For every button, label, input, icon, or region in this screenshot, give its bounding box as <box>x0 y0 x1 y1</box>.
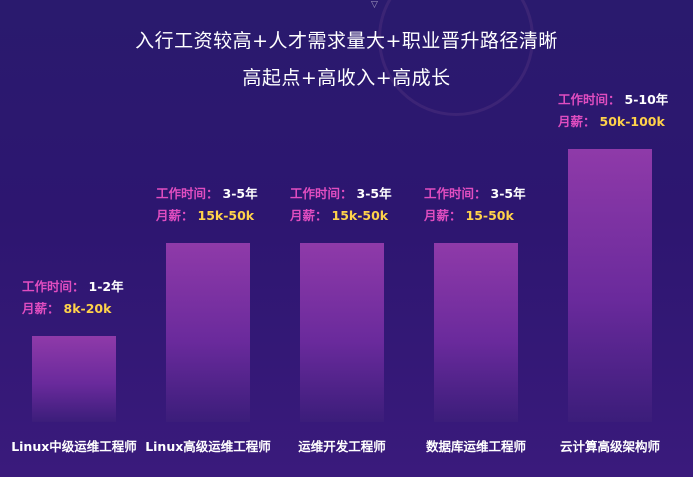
work-time-label: 工作时间： <box>290 185 353 201</box>
bar-annotation: 工作时间： 3-5年 月薪： 15k-50k <box>156 183 326 227</box>
work-time-label: 工作时间： <box>558 92 621 107</box>
work-time-label: 工作时间： <box>22 279 85 294</box>
chart-bar <box>434 242 518 422</box>
work-time-label: 工作时间： <box>424 185 487 201</box>
category-label: 数据库运维工程师 <box>425 439 526 454</box>
chart-bar <box>300 242 384 422</box>
work-time-label: 工作时间： <box>156 185 219 201</box>
work-time-value: 5-10年 <box>624 92 669 107</box>
salary-label: 月薪： <box>22 301 60 316</box>
category-label: Linux高级运维工程师 <box>145 439 271 454</box>
headline-primary: 入行工资较高+人才需求量大+职业晋升路径清晰 <box>135 30 558 52</box>
bar-annotation: 工作时间： 3-5年 月薪： 15k-50k <box>290 183 460 227</box>
work-time-value: 3-5年 <box>490 185 526 201</box>
salary-label: 月薪： <box>156 207 194 223</box>
watermark-seal <box>378 0 534 116</box>
category-label: 云计算高级架构师 <box>559 439 660 454</box>
salary-label: 月薪： <box>558 114 596 129</box>
chart-bar <box>32 336 116 422</box>
work-time-value: 1-2年 <box>88 279 124 294</box>
salary-value: 15k-50k <box>331 207 389 223</box>
chart-bar <box>568 149 652 422</box>
salary-label: 月薪： <box>290 207 328 223</box>
chart-bar <box>166 242 250 422</box>
chevron-down-icon: ▽ <box>371 0 378 10</box>
category-label: Linux中级运维工程师 <box>11 439 137 454</box>
salary-value: 15k-50k <box>197 207 255 223</box>
bar-annotation: 工作时间： 1-2年月薪： 8k-20k <box>22 276 192 320</box>
salary-label: 月薪： <box>424 207 462 223</box>
work-time-value: 3-5年 <box>356 185 392 201</box>
salary-value: 15-50k <box>465 207 514 223</box>
category-label: 运维开发工程师 <box>298 439 386 454</box>
salary-value: 50k-100k <box>599 114 665 129</box>
headline-secondary: 高起点+高收入+高成长 <box>242 67 451 89</box>
work-time-value: 3-5年 <box>222 185 258 201</box>
salary-value: 8k-20k <box>63 301 112 316</box>
bar-annotation: 工作时间： 5-10年月薪： 50k-100k <box>558 89 693 133</box>
bar-annotation: 工作时间： 3-5年月薪： 15-50k <box>424 183 594 227</box>
